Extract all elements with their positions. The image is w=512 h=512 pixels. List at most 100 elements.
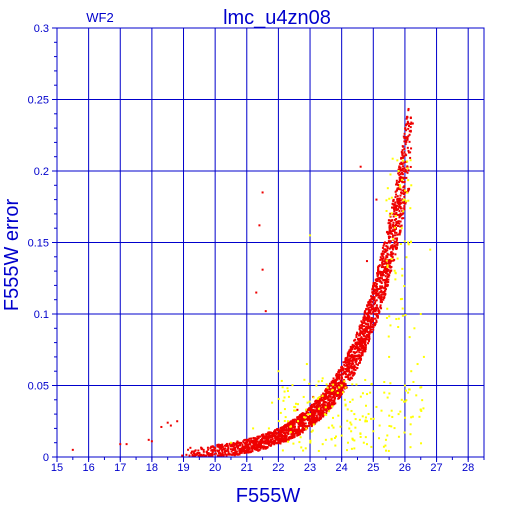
red-point — [337, 381, 340, 384]
red-point — [375, 299, 378, 302]
red-point — [393, 242, 396, 245]
red-point — [313, 404, 316, 407]
red-point — [376, 294, 379, 297]
red-point — [325, 393, 328, 396]
red-point — [371, 320, 374, 323]
yellow-point — [364, 436, 367, 439]
red-point — [297, 423, 300, 426]
red-point — [297, 419, 300, 422]
red-point — [380, 293, 383, 296]
red-point — [383, 267, 386, 270]
red-point — [370, 295, 373, 298]
red-point — [392, 203, 395, 206]
red-point — [294, 428, 297, 431]
red-point — [365, 328, 368, 331]
red-point — [377, 266, 380, 269]
red-point — [338, 391, 341, 394]
red-point — [336, 374, 339, 377]
red-point — [349, 365, 352, 368]
red-point — [253, 443, 256, 446]
x-tick-label: 15 — [51, 462, 63, 474]
red-point — [150, 440, 153, 443]
red-point — [346, 354, 349, 357]
red-point — [194, 449, 197, 452]
yellow-point — [390, 409, 393, 412]
red-point — [301, 423, 304, 426]
red-point — [395, 222, 398, 225]
red-point — [334, 380, 337, 383]
yellow-point — [388, 214, 391, 217]
red-point — [343, 370, 346, 373]
red-point — [312, 411, 315, 414]
yellow-point — [388, 414, 391, 417]
red-point — [351, 358, 354, 361]
yellow-point — [391, 415, 394, 418]
red-point — [384, 267, 387, 270]
red-point — [360, 336, 363, 339]
red-point — [363, 310, 366, 313]
red-point — [316, 403, 319, 406]
red-point — [388, 235, 391, 238]
red-point — [285, 434, 288, 437]
red-point — [368, 332, 371, 335]
yellow-point — [339, 425, 342, 428]
red-point — [380, 301, 383, 304]
red-point — [364, 318, 367, 321]
red-point — [351, 363, 354, 366]
yellow-point — [307, 413, 310, 416]
red-point — [335, 384, 338, 387]
red-point — [387, 280, 390, 283]
red-point — [393, 209, 396, 212]
yellow-point — [399, 298, 402, 301]
red-point — [335, 390, 338, 393]
yellow-point — [291, 384, 294, 387]
red-point — [409, 156, 412, 159]
red-point — [320, 396, 323, 399]
red-point — [255, 441, 258, 444]
red-point — [408, 133, 411, 136]
red-point — [328, 407, 331, 410]
red-point — [220, 454, 223, 457]
red-point — [389, 232, 392, 235]
red-point — [290, 435, 293, 438]
red-point — [388, 221, 391, 224]
red-point — [235, 453, 238, 456]
yellow-point — [391, 238, 394, 241]
red-point — [357, 357, 360, 360]
red-point — [254, 437, 257, 440]
red-point — [296, 428, 299, 431]
red-point — [386, 246, 389, 249]
red-point — [383, 270, 386, 273]
yellow-point — [410, 370, 413, 373]
yellow-point — [229, 441, 232, 444]
yellow-point — [332, 426, 335, 429]
yellow-point — [402, 199, 405, 202]
red-point — [362, 340, 365, 343]
red-point — [310, 412, 313, 415]
yellow-point — [289, 431, 292, 434]
red-point — [385, 245, 388, 248]
red-point — [352, 371, 355, 374]
red-point — [214, 447, 217, 450]
red-point — [273, 430, 276, 433]
yellow-point — [332, 416, 335, 419]
red-point — [325, 396, 328, 399]
yellow-point — [308, 400, 311, 403]
red-point — [299, 414, 302, 417]
red-point — [374, 289, 377, 292]
red-point — [346, 356, 349, 359]
red-point — [286, 425, 289, 428]
red-point — [392, 221, 395, 224]
red-point — [308, 417, 311, 420]
red-point — [262, 440, 265, 443]
red-point — [342, 361, 345, 364]
x-tick-label: 16 — [83, 462, 95, 474]
red-point — [337, 397, 340, 400]
red-point — [296, 417, 299, 420]
red-point — [411, 122, 414, 125]
yellow-point — [384, 444, 387, 447]
red-point — [407, 107, 410, 110]
red-point — [389, 215, 392, 218]
red-point — [406, 138, 409, 141]
